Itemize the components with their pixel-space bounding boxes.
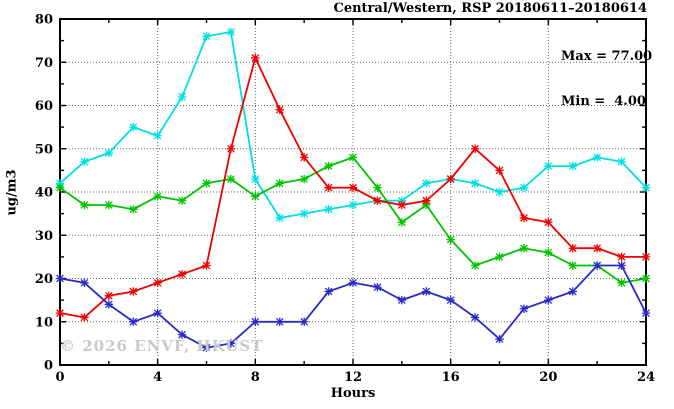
x-tick-label: 4 — [153, 370, 162, 385]
x-axis-label: Hours — [330, 386, 376, 401]
y-tick-label: 70 — [35, 56, 53, 71]
x-tick-label: 0 — [55, 370, 64, 385]
x-tick-label: 12 — [344, 370, 362, 385]
watermark: © 2026 ENVF, HKUST — [60, 337, 264, 355]
y-tick-label: 30 — [35, 229, 53, 244]
y-tick-label: 80 — [35, 13, 53, 28]
y-tick-label: 10 — [35, 315, 53, 330]
x-tick-label: 20 — [539, 370, 557, 385]
y-tick-label: 50 — [35, 142, 53, 157]
y-tick-label: 20 — [35, 272, 53, 287]
y-axis-label: ug/m3 — [4, 169, 20, 216]
stats-legend: Max = 77.00 Min = 4.00 — [561, 19, 652, 139]
y-tick-label: 40 — [35, 186, 53, 201]
x-tick-label: 8 — [251, 370, 260, 385]
x-tick-label: 16 — [442, 370, 460, 385]
chart-title: Central/Western, RSP 20180611–20180614 — [333, 1, 647, 16]
y-tick-label: 0 — [44, 359, 53, 374]
series-blue-markers — [55, 261, 651, 352]
y-tick-label: 60 — [35, 99, 53, 114]
max-value-label: Max = 77.00 — [561, 49, 653, 64]
min-value-label: Min = 4.00 — [561, 94, 646, 109]
series-red-markers — [55, 53, 651, 322]
x-tick-label: 24 — [637, 370, 655, 385]
